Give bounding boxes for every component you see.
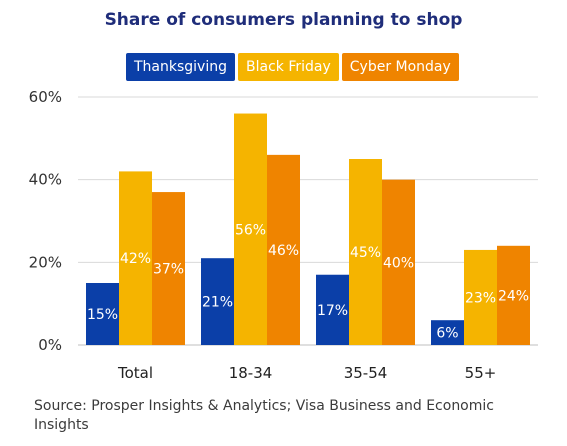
data-label: 40% [383, 255, 414, 271]
data-label: 23% [465, 290, 496, 306]
x-tick-label: 55+ [465, 364, 497, 382]
data-label: 21% [202, 295, 233, 311]
bar-black-friday [349, 159, 382, 345]
y-tick-label: 0% [38, 336, 62, 354]
bar-cyber-monday [152, 192, 185, 345]
bar-black-friday [234, 113, 267, 346]
bar-thanksgiving [201, 258, 234, 345]
data-label: 45% [350, 245, 381, 261]
bar-cyber-monday [267, 154, 300, 345]
bar-cyber-monday [382, 179, 415, 345]
source-note: Source: Prosper Insights & Analytics; Vi… [34, 398, 494, 433]
chart-title: Share of consumers planning to shop [104, 10, 463, 30]
y-tick-label: 60% [29, 88, 62, 106]
legend: Thanksgiving Black Friday Cyber Monday [126, 53, 462, 81]
data-label: 24% [498, 288, 529, 304]
legend-item-cyber-monday: Cyber Monday [341, 53, 459, 81]
bar-black-friday [464, 249, 497, 345]
x-tick-label: 18-34 [229, 364, 273, 382]
data-label: 17% [317, 303, 348, 319]
plot-area: 0% 20% 40% 60% 15% 42%37% Total 21% 56%46% 18-34 1… [29, 88, 538, 382]
x-tick-label: 35-54 [344, 364, 388, 382]
legend-item-black-friday: Black Friday [238, 53, 339, 81]
bar-cyber-monday [497, 245, 530, 345]
data-label: 37% [153, 262, 184, 278]
data-label: 6% [436, 326, 458, 342]
legend-item-thanksgiving: Thanksgiving [126, 53, 235, 81]
bar-black-friday [119, 171, 152, 345]
bar-thanksgiving [316, 274, 349, 345]
bar-thanksgiving [86, 283, 119, 345]
x-tick-label: Total [117, 364, 153, 382]
y-tick-label: 20% [29, 253, 62, 271]
bar-thanksgiving [431, 320, 464, 345]
data-label: 46% [268, 243, 299, 259]
data-label: 42% [120, 251, 151, 267]
data-label: 56% [235, 222, 266, 238]
data-label: 15% [87, 307, 118, 323]
y-tick-label: 40% [29, 171, 62, 189]
